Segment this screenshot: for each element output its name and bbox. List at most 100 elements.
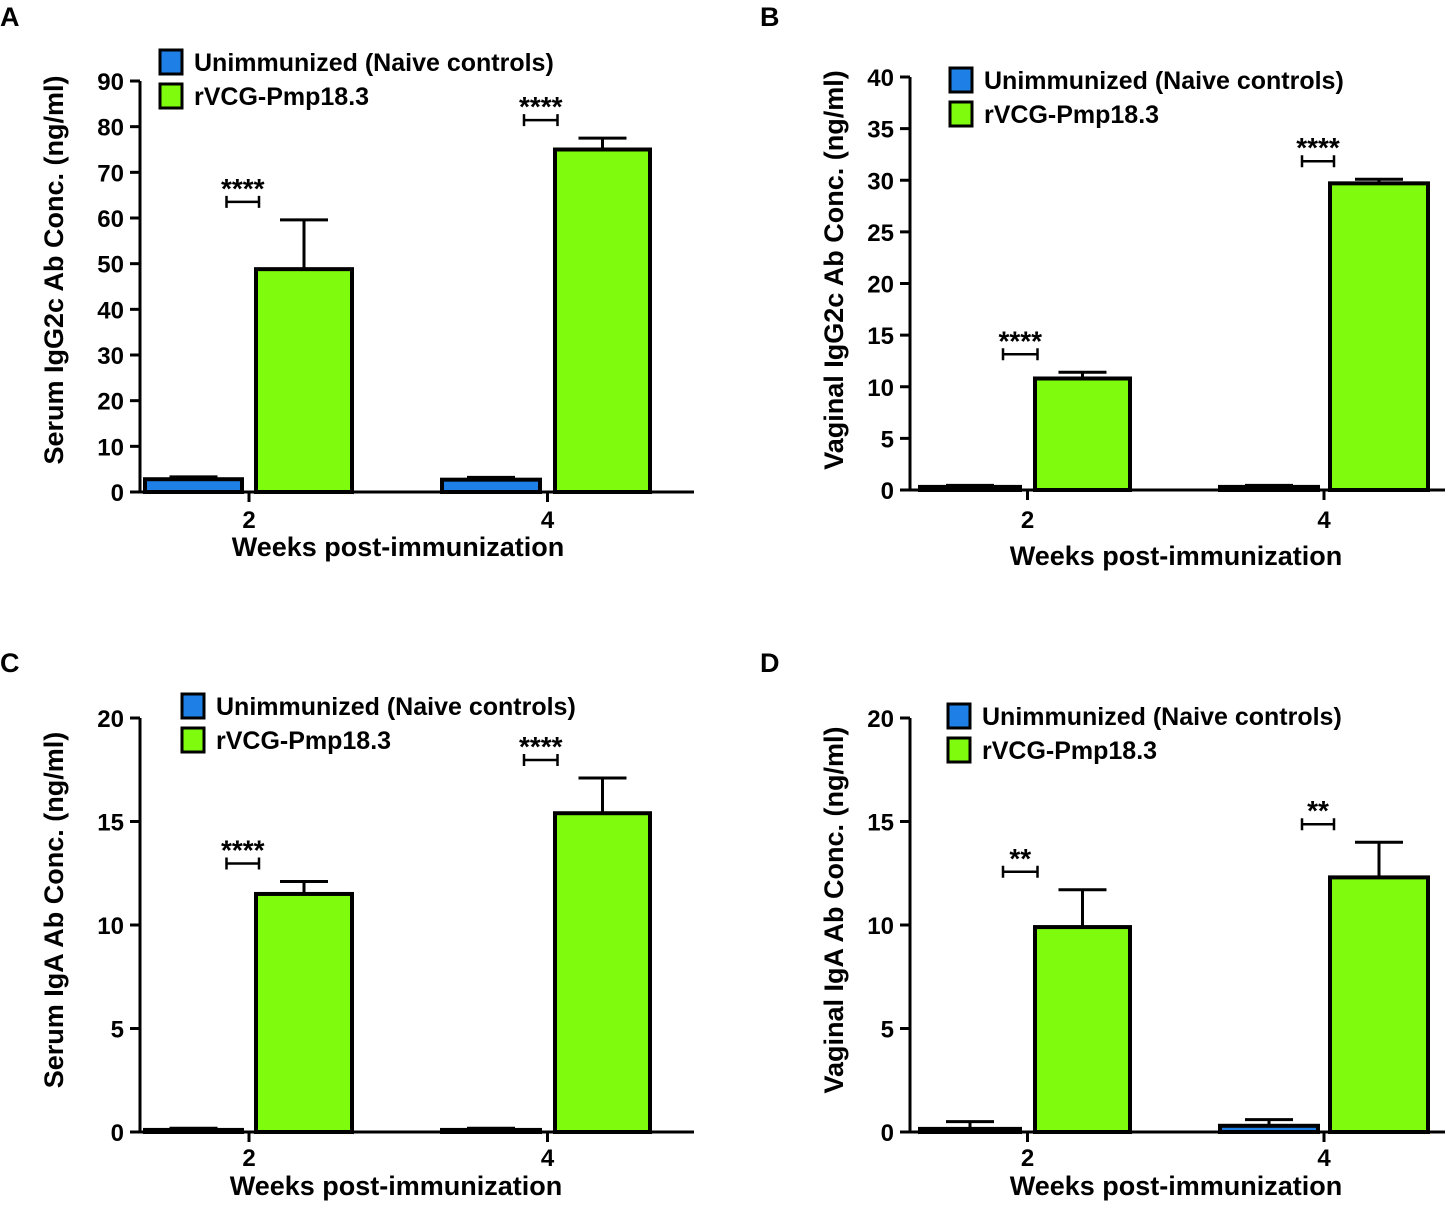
- significance-label: ****: [221, 173, 265, 204]
- y-axis-title: Serum IgA Ab Conc. (ng/ml): [39, 732, 69, 1089]
- legend-swatch-vaccine: [948, 100, 974, 128]
- x-tick-label: 2: [242, 1145, 255, 1172]
- y-tick-label: 10: [867, 913, 894, 940]
- y-tick-label: 20: [97, 389, 124, 416]
- significance-bracket: [522, 114, 559, 127]
- panel-letter: C: [0, 648, 20, 678]
- y-tick-label: 5: [881, 1017, 894, 1044]
- significance-label: **: [1307, 795, 1329, 826]
- legend-label-vaccine: rVCG-Pmp18.3: [984, 101, 1159, 129]
- bar-unimmunized-week-2: [143, 1127, 244, 1135]
- significance-label: **: [1009, 843, 1031, 874]
- legend-swatch-unimmunized: [158, 48, 184, 76]
- bar-vaccine-week-2: [254, 891, 354, 1135]
- x-axis-title: Weeks post-immunization: [1010, 541, 1343, 571]
- legend-label-unimmunized: Unimmunized (Naive controls): [216, 693, 576, 721]
- significance-bracket: [1300, 818, 1336, 831]
- x-tick-label: 2: [1021, 1145, 1034, 1172]
- y-tick-label: 50: [97, 252, 124, 279]
- y-tick-label: 5: [111, 1017, 124, 1044]
- legend-label-unimmunized: Unimmunized (Naive controls): [194, 49, 554, 77]
- legend-swatch-vaccine: [158, 82, 184, 110]
- y-tick-label: 25: [867, 220, 894, 247]
- legend-label-vaccine: rVCG-Pmp18.3: [194, 83, 369, 111]
- bar-unimmunized-week-4: [440, 1127, 542, 1135]
- y-tick-label: 80: [97, 115, 124, 142]
- bar-vaccine-week-2: [1033, 925, 1132, 1134]
- y-tick-label: 10: [97, 913, 124, 940]
- bar-unimmunized-week-4: [1218, 1123, 1320, 1135]
- x-axis-title: Weeks post-immunization: [230, 1171, 563, 1201]
- bar-vaccine-week-2: [1033, 376, 1132, 492]
- legend-label-vaccine: rVCG-Pmp18.3: [216, 727, 391, 755]
- x-axis-title: Weeks post-immunization: [1010, 1171, 1343, 1201]
- y-axis-title: Vaginal IgG2c Ab Conc. (ng/ml): [819, 70, 849, 470]
- legend-label-unimmunized: Unimmunized (Naive controls): [984, 67, 1344, 95]
- legend-swatch-vaccine: [946, 736, 972, 764]
- significance-bracket: [1001, 348, 1039, 361]
- y-tick-label: 10: [867, 375, 894, 402]
- y-tick-label: 20: [867, 706, 894, 733]
- bar-vaccine-week-2: [254, 267, 354, 494]
- x-tick-label: 4: [541, 1145, 555, 1172]
- y-tick-label: 20: [867, 272, 894, 299]
- y-axis-title: Serum IgG2c Ab Conc. (ng/ml): [39, 75, 69, 464]
- y-tick-label: 20: [97, 706, 124, 733]
- legend-swatch-unimmunized: [180, 692, 206, 720]
- y-tick-label: 40: [97, 297, 124, 324]
- y-tick-label: 35: [867, 117, 894, 144]
- chart-panel-d: D 0 5 10 15 20 Vaginal IgA Ab Conc. (ng/ml) 2 **…: [760, 648, 1445, 1201]
- bar-vaccine-week-4: [553, 147, 652, 494]
- panel-letter: A: [0, 2, 20, 32]
- chart-panel-c: C 0 5 10 15 20 Serum IgA Ab Conc. (ng/ml) 2 ****…: [0, 648, 694, 1201]
- y-tick-label: 30: [867, 168, 894, 195]
- bar-unimmunized-week-2: [918, 1126, 1022, 1135]
- y-tick-label: 90: [97, 69, 124, 96]
- y-tick-label: 0: [881, 1120, 894, 1147]
- x-tick-label: 4: [1317, 1145, 1331, 1172]
- legend-swatch-unimmunized: [946, 702, 972, 730]
- x-tick-label: 4: [541, 507, 555, 534]
- x-tick-label: 2: [1021, 507, 1034, 534]
- y-tick-label: 70: [97, 160, 124, 187]
- x-tick-label: 2: [242, 507, 255, 534]
- bar-unimmunized-week-2: [918, 484, 1022, 492]
- y-tick-label: 15: [867, 810, 894, 837]
- bar-vaccine-week-4: [553, 811, 652, 1134]
- y-tick-label: 0: [111, 1120, 124, 1147]
- significance-bracket: [522, 754, 559, 767]
- y-tick-label: 10: [97, 434, 124, 461]
- x-tick-label: 4: [1317, 507, 1331, 534]
- legend-swatch-unimmunized: [948, 66, 974, 94]
- y-tick-label: 5: [881, 426, 894, 453]
- legend-label-unimmunized: Unimmunized (Naive controls): [982, 703, 1342, 731]
- chart-panel-a: A 0 10 20 30 40 50 60 70 80 90 Serum IgG2c Ab Conc.…: [0, 2, 694, 562]
- legend-label-vaccine: rVCG-Pmp18.3: [982, 737, 1157, 765]
- significance-bracket: [225, 857, 261, 870]
- bar-vaccine-week-4: [1328, 181, 1430, 492]
- bar-unimmunized-week-2: [143, 477, 244, 495]
- significance-bracket: [1300, 155, 1336, 168]
- panel-letter: D: [760, 648, 780, 678]
- bar-unimmunized-week-4: [440, 477, 542, 495]
- y-tick-label: 0: [111, 480, 124, 507]
- significance-label: ****: [221, 835, 265, 866]
- y-tick-label: 60: [97, 206, 124, 233]
- legend-swatch-vaccine: [180, 726, 206, 754]
- y-axis-title: Vaginal IgA Ab Conc. (ng/ml): [819, 726, 849, 1093]
- y-tick-label: 40: [867, 65, 894, 92]
- chart-panel-b: B 0 5 10 15 20 25 30 35 40 Vaginal IgG2c Ab Conc. …: [760, 2, 1445, 571]
- y-tick-label: 15: [867, 323, 894, 350]
- significance-label: ****: [998, 325, 1042, 356]
- significance-bracket: [225, 195, 261, 208]
- bar-vaccine-week-4: [1328, 875, 1430, 1135]
- panel-letter: B: [760, 2, 780, 32]
- y-tick-label: 15: [97, 810, 124, 837]
- significance-label: ****: [1296, 132, 1340, 163]
- significance-label: ****: [519, 731, 563, 762]
- significance-bracket: [1001, 865, 1039, 878]
- y-tick-label: 0: [881, 478, 894, 505]
- significance-label: ****: [519, 91, 563, 122]
- y-tick-label: 30: [97, 343, 124, 370]
